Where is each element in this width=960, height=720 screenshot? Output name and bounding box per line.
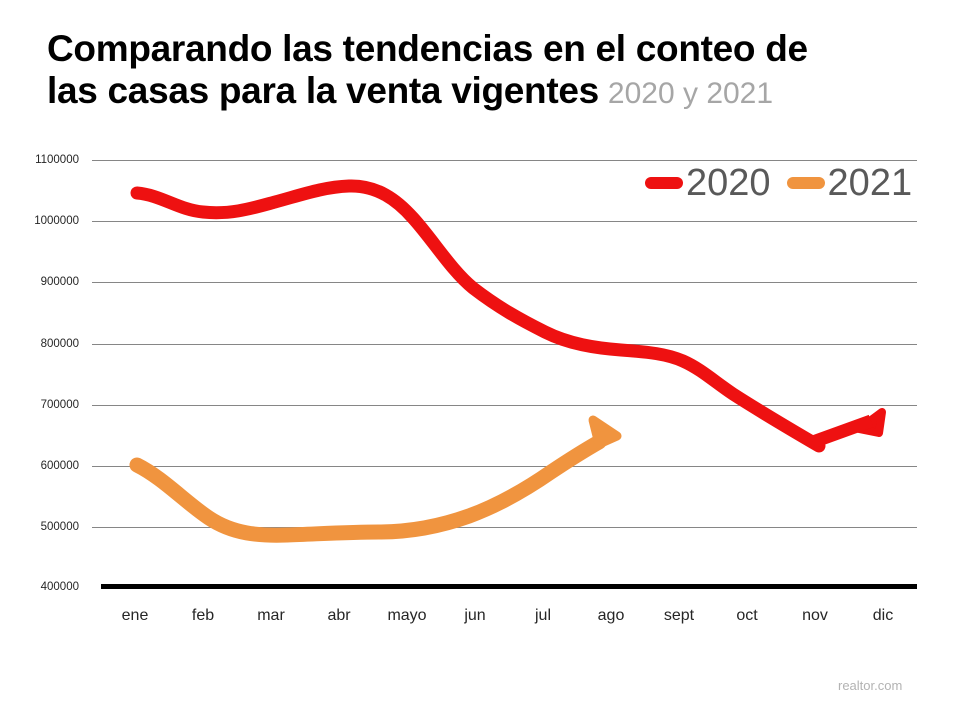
y-tick-label: 800000	[40, 338, 79, 350]
x-tick-label-ago: ago	[597, 607, 625, 624]
y-tick-label: 900000	[40, 276, 79, 288]
y-tick-mark	[92, 405, 101, 406]
y-tick-label: 1000000	[34, 215, 79, 227]
gridline-900000	[101, 282, 917, 283]
series-2021-arrowhead	[588, 415, 622, 449]
y-tick-mark	[92, 466, 101, 467]
gridline-700000	[101, 405, 917, 406]
legend-label-2021: 2021	[827, 162, 913, 204]
y-axis: 1100000 1000000 900000 800000 700000 600…	[0, 0, 101, 720]
x-tick-label-mayo: mayo	[387, 607, 427, 624]
gridline-600000	[101, 466, 917, 467]
x-tick-label-abr: abr	[327, 607, 351, 624]
x-tick-label-feb: feb	[191, 607, 215, 624]
x-axis-line	[101, 584, 917, 589]
x-axis-labels: ene feb mar abr mayo jun jul ago sept oc…	[101, 605, 917, 627]
realtor-watermark: realtor.com	[838, 678, 903, 693]
series-lines	[129, 179, 886, 543]
legend-item-2020[interactable]: 2020	[645, 163, 771, 203]
x-tick-label-jul: jul	[534, 607, 551, 624]
legend-swatch-2021-icon	[786, 177, 825, 189]
legend-item-2021[interactable]: 2021	[786, 162, 913, 204]
legend-label-2020: 2020	[686, 162, 771, 204]
title-line-2: las casas para la venta vigentes	[47, 70, 599, 111]
x-tick-label-sept: sept	[663, 607, 695, 624]
y-tick-mark	[92, 160, 101, 161]
page-title: Comparando las tendencias en el conteo d…	[47, 28, 927, 115]
x-tick-label-nov: nov	[802, 607, 828, 624]
series-2021-line	[129, 434, 607, 543]
gridline-1000000	[101, 221, 917, 222]
y-tick-label: 600000	[40, 460, 79, 472]
series-2020-arrow-stem	[810, 414, 874, 449]
y-tick-label: 500000	[40, 521, 79, 533]
gridline-800000	[101, 344, 917, 345]
title-line-2-row: las casas para la venta vigentes 2020 y 2…	[47, 70, 927, 115]
title-subtitle: 2020 y 2021	[607, 77, 774, 110]
gridline-500000	[101, 527, 917, 528]
plot-area	[101, 160, 917, 588]
gridline-1100000	[101, 160, 917, 161]
x-tick-label-mar: mar	[257, 607, 285, 624]
y-tick-label: 400000	[40, 581, 79, 593]
x-tick-label-dic: dic	[872, 607, 894, 624]
x-tick-label-ene: ene	[121, 607, 149, 624]
chart-legend: 2020 2021	[645, 163, 912, 203]
y-tick-mark	[92, 282, 101, 283]
title-line-1: Comparando las tendencias en el conteo d…	[47, 28, 808, 69]
y-tick-mark	[92, 221, 101, 222]
x-tick-label-oct: oct	[736, 607, 758, 624]
series-2020-line	[130, 179, 826, 453]
y-tick-mark	[92, 344, 101, 345]
y-tick-label: 1100000	[35, 154, 79, 166]
y-tick-mark	[92, 527, 101, 528]
y-tick-label: 700000	[40, 399, 79, 411]
x-tick-label-jun: jun	[464, 607, 486, 624]
legend-swatch-2020-icon	[645, 177, 683, 189]
